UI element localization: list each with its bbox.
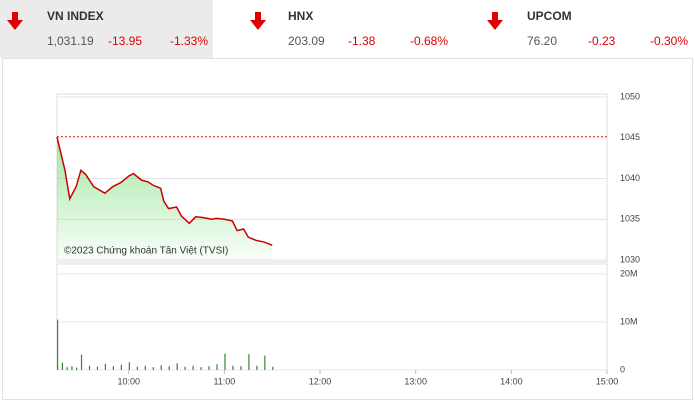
volume-bar — [66, 367, 68, 370]
volume-bar — [152, 367, 154, 370]
volume-bar — [61, 362, 63, 370]
volume-bar — [176, 363, 178, 370]
y-tick-label: 1030 — [620, 254, 640, 264]
volume-bar — [104, 363, 107, 370]
down-arrow — [7, 12, 23, 30]
index-percent: -1.33% — [170, 34, 208, 48]
x-tick-label: 12:00 — [309, 376, 332, 386]
index-value: 203.09 — [288, 34, 325, 48]
active-tab[interactable] — [0, 0, 213, 58]
index-percent: -0.30% — [650, 34, 688, 48]
y-tick-label: 1045 — [620, 132, 640, 142]
volume-bar — [88, 365, 91, 370]
index-percent: -0.68% — [410, 34, 448, 48]
volume-bar — [256, 365, 258, 370]
index-value: 76.20 — [527, 34, 557, 48]
volume-bar — [232, 365, 234, 370]
volume-bar — [76, 367, 78, 370]
volume-bar — [200, 367, 202, 370]
x-tick-label: 10:00 — [117, 376, 140, 386]
y-tick-label: 1035 — [620, 214, 640, 224]
volume-bar — [208, 366, 210, 370]
y-tick-label: 20M — [620, 268, 638, 278]
volume-bar — [272, 366, 274, 370]
volume-bar — [57, 319, 59, 370]
volume-bar — [184, 366, 186, 370]
volume-bar — [192, 365, 194, 370]
index-change: -0.23 — [588, 34, 616, 48]
volume-bar — [96, 366, 99, 370]
volume-bar — [248, 354, 250, 370]
volume-bar — [136, 366, 138, 370]
volume-bar — [112, 366, 114, 370]
x-tick-label: 14:00 — [500, 376, 523, 386]
index-name[interactable]: HNX — [288, 9, 313, 23]
panel-frame — [56, 263, 608, 371]
volume-bar — [120, 364, 122, 370]
x-tick-label: 11:00 — [213, 376, 235, 386]
y-tick-label: 10M — [620, 316, 638, 326]
y-tick-label: 0 — [620, 364, 625, 374]
x-tick-label: 13:00 — [404, 376, 427, 386]
volume-bar — [264, 355, 266, 370]
volume-bar — [80, 354, 83, 370]
volume-bar — [168, 366, 170, 370]
index-change: -1.38 — [348, 34, 376, 48]
volume-bar — [144, 365, 146, 370]
volume-bar — [71, 366, 73, 370]
volume-bar — [240, 366, 242, 370]
volume-bar — [216, 364, 218, 370]
y-tick-label: 1040 — [620, 173, 640, 183]
x-tick-label: 15:00 — [596, 376, 619, 386]
index-change: -13.95 — [108, 34, 142, 48]
index-name[interactable]: UPCOM — [527, 9, 572, 23]
y-tick-label: 1050 — [620, 91, 640, 101]
price-line — [56, 136, 273, 247]
index-value: 1,031.19 — [47, 34, 94, 48]
watermark: ©2023 Chứng khoán Tân Việt (TVSI) — [64, 246, 228, 257]
down-arrow — [487, 12, 503, 30]
down-arrow — [250, 12, 266, 30]
chart-frame — [2, 58, 693, 400]
volume-bar — [160, 365, 162, 370]
volume-bar — [224, 353, 226, 370]
price-area — [57, 136, 273, 260]
index-name[interactable]: VN INDEX — [47, 9, 104, 23]
volume-bar — [128, 362, 130, 370]
